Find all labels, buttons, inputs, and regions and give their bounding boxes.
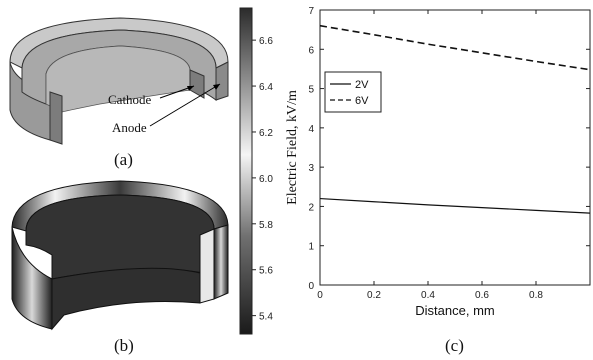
x-tick-label: 0.6 [475, 290, 489, 301]
colorbar-tick-label: 5.8 [259, 220, 273, 231]
y-tick-label: 5 [308, 85, 314, 96]
y-tick-label: 4 [308, 124, 314, 135]
x-axis-label: Distance, mm [415, 303, 494, 318]
panel-label-b: (b) [114, 336, 134, 355]
legend-box [324, 71, 382, 113]
ring-outer-wall-right [215, 61, 229, 101]
anode-arrow-head [213, 84, 220, 90]
colorbar: 6.6 6.4 6.2 6.0 5.8 5.6 5.4 [239, 7, 273, 335]
cut-face-right [189, 69, 205, 99]
field-ring-inner [25, 194, 215, 280]
x-tick-label: 0.4 [421, 290, 435, 301]
anode-arrow [149, 83, 221, 127]
cut-face-left [49, 91, 63, 145]
field-ring-right-wall [213, 224, 229, 300]
plot-frame [319, 9, 591, 286]
geometry-diagram [9, 17, 229, 145]
y-tick-label: 6 [308, 45, 314, 56]
y-axis-label: Electric Field, kV/m [285, 90, 300, 205]
cathode-arrow-head [187, 86, 194, 91]
series-line-6V [319, 24, 591, 71]
colorbar-gradient [239, 7, 253, 335]
colorbar-tick-label: 6.4 [259, 82, 273, 93]
x-tick-label: 0 [317, 290, 323, 301]
electric-field-plot: 0 0.2 0.4 0.6 0.8 0 1 2 3 4 5 6 7 Distance, mm Electri… [285, 6, 591, 318]
y-tick-label: 0 [308, 281, 314, 292]
colorbar-tick-label: 6.2 [259, 128, 273, 139]
x-tick-label: 0.2 [367, 290, 381, 301]
colorbar-tick-label: 5.4 [259, 312, 273, 323]
legend-label-6V: 6V [355, 95, 369, 107]
y-tick-label: 1 [308, 242, 314, 253]
legend-label-2V: 2V [355, 79, 369, 91]
field-distribution-diagram [11, 180, 229, 331]
y-tick-label: 2 [308, 202, 314, 213]
panel-label-a: (a) [114, 150, 133, 169]
field-ring-right-cut [199, 228, 215, 304]
field-ring-floor [51, 267, 201, 331]
cathode-label: Cathode [108, 92, 152, 107]
panel-label-c: (c) [445, 336, 464, 355]
anode-label: Anode [112, 120, 147, 135]
series-line-2V [319, 197, 591, 214]
colorbar-tick-label: 6.0 [259, 174, 273, 185]
y-tick-label: 3 [308, 163, 314, 174]
colorbar-tick-label: 5.6 [259, 266, 273, 277]
x-tick-label: 0.8 [529, 290, 543, 301]
colorbar-tick-label: 6.6 [259, 36, 273, 47]
y-tick-label: 7 [308, 6, 314, 17]
